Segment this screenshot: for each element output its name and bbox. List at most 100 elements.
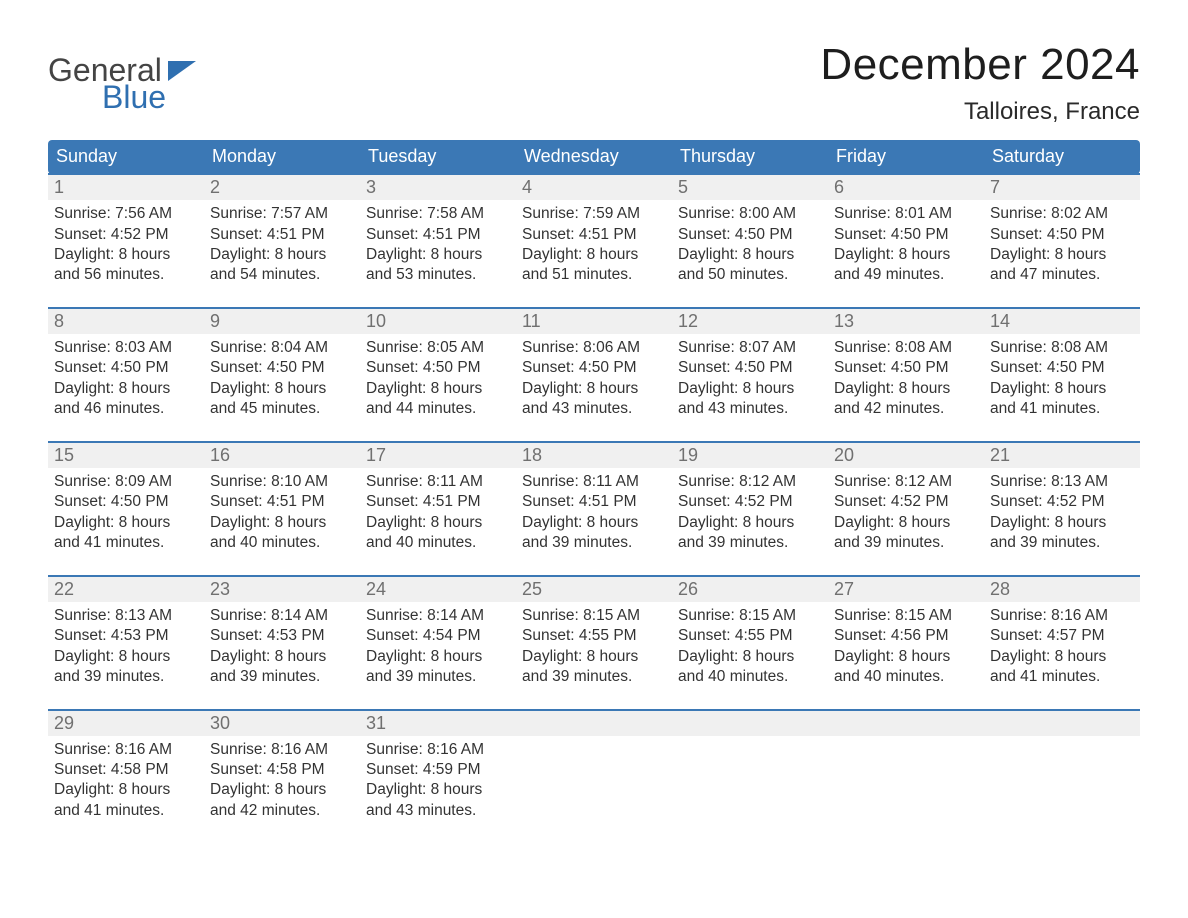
- daylight-text: and 47 minutes.: [990, 265, 1134, 285]
- day-cell: Sunrise: 8:08 AMSunset: 4:50 PMDaylight:…: [984, 334, 1140, 442]
- daylight-text: Daylight: 8 hours: [678, 379, 822, 399]
- sunrise-text: Sunrise: 8:15 AM: [678, 606, 822, 626]
- daylight-text: and 44 minutes.: [366, 399, 510, 419]
- day-number-cell: 1: [48, 174, 204, 200]
- sunrise-text: Sunrise: 8:13 AM: [990, 472, 1134, 492]
- sunset-text: Sunset: 4:51 PM: [210, 492, 354, 512]
- sunset-text: Sunset: 4:52 PM: [678, 492, 822, 512]
- daylight-text: and 40 minutes.: [210, 533, 354, 553]
- sunrise-text: Sunrise: 8:01 AM: [834, 204, 978, 224]
- sunrise-text: Sunrise: 8:02 AM: [990, 204, 1134, 224]
- day-cell: Sunrise: 8:15 AMSunset: 4:55 PMDaylight:…: [516, 602, 672, 710]
- daylight-text: and 40 minutes.: [678, 667, 822, 687]
- daylight-text: and 41 minutes.: [990, 399, 1134, 419]
- daylight-text: Daylight: 8 hours: [54, 780, 198, 800]
- week-daynum-row: 22232425262728: [48, 576, 1140, 602]
- daylight-text: Daylight: 8 hours: [366, 513, 510, 533]
- sunset-text: Sunset: 4:52 PM: [54, 225, 198, 245]
- daylight-text: and 39 minutes.: [834, 533, 978, 553]
- sunset-text: Sunset: 4:52 PM: [990, 492, 1134, 512]
- week-content-row: Sunrise: 8:03 AMSunset: 4:50 PMDaylight:…: [48, 334, 1140, 442]
- sunset-text: Sunset: 4:50 PM: [210, 358, 354, 378]
- daylight-text: Daylight: 8 hours: [366, 780, 510, 800]
- sunrise-text: Sunrise: 8:05 AM: [366, 338, 510, 358]
- day-number-cell: 6: [828, 174, 984, 200]
- daylight-text: Daylight: 8 hours: [522, 245, 666, 265]
- day-number-cell: 16: [204, 442, 360, 468]
- day-number-cell: 9: [204, 308, 360, 334]
- calendar-table: Sunday Monday Tuesday Wednesday Thursday…: [48, 140, 1140, 843]
- daylight-text: Daylight: 8 hours: [210, 245, 354, 265]
- daylight-text: and 39 minutes.: [210, 667, 354, 687]
- sunrise-text: Sunrise: 8:14 AM: [366, 606, 510, 626]
- sunrise-text: Sunrise: 8:06 AM: [522, 338, 666, 358]
- daylight-text: Daylight: 8 hours: [990, 379, 1134, 399]
- sunset-text: Sunset: 4:53 PM: [210, 626, 354, 646]
- week-content-row: Sunrise: 8:13 AMSunset: 4:53 PMDaylight:…: [48, 602, 1140, 710]
- sunrise-text: Sunrise: 8:12 AM: [678, 472, 822, 492]
- sunset-text: Sunset: 4:55 PM: [678, 626, 822, 646]
- daylight-text: and 45 minutes.: [210, 399, 354, 419]
- day-cell: [984, 736, 1140, 843]
- sunset-text: Sunset: 4:50 PM: [834, 358, 978, 378]
- day-cell: Sunrise: 7:57 AMSunset: 4:51 PMDaylight:…: [204, 200, 360, 308]
- daylight-text: and 46 minutes.: [54, 399, 198, 419]
- daylight-text: and 42 minutes.: [210, 801, 354, 821]
- location: Talloires, France: [820, 98, 1140, 126]
- week-daynum-row: 891011121314: [48, 308, 1140, 334]
- day-cell: Sunrise: 8:16 AMSunset: 4:58 PMDaylight:…: [48, 736, 204, 843]
- day-header-row: Sunday Monday Tuesday Wednesday Thursday…: [48, 140, 1140, 174]
- daylight-text: and 39 minutes.: [54, 667, 198, 687]
- header-row: General Blue December 2024 Talloires, Fr…: [48, 40, 1140, 126]
- daylight-text: Daylight: 8 hours: [990, 647, 1134, 667]
- day-cell: Sunrise: 8:13 AMSunset: 4:52 PMDaylight:…: [984, 468, 1140, 576]
- daylight-text: and 41 minutes.: [54, 801, 198, 821]
- sunset-text: Sunset: 4:51 PM: [522, 492, 666, 512]
- daylight-text: and 43 minutes.: [366, 801, 510, 821]
- day-number-cell: 20: [828, 442, 984, 468]
- day-number-cell: 24: [360, 576, 516, 602]
- day-cell: Sunrise: 8:16 AMSunset: 4:57 PMDaylight:…: [984, 602, 1140, 710]
- logo: General Blue: [48, 40, 196, 116]
- day-cell: Sunrise: 7:59 AMSunset: 4:51 PMDaylight:…: [516, 200, 672, 308]
- daylight-text: Daylight: 8 hours: [834, 513, 978, 533]
- month-title: December 2024: [820, 40, 1140, 90]
- day-cell: Sunrise: 8:15 AMSunset: 4:56 PMDaylight:…: [828, 602, 984, 710]
- day-number-cell: 2: [204, 174, 360, 200]
- week-daynum-row: 15161718192021: [48, 442, 1140, 468]
- day-number-cell: 22: [48, 576, 204, 602]
- daylight-text: and 53 minutes.: [366, 265, 510, 285]
- day-cell: Sunrise: 8:04 AMSunset: 4:50 PMDaylight:…: [204, 334, 360, 442]
- day-cell: Sunrise: 8:10 AMSunset: 4:51 PMDaylight:…: [204, 468, 360, 576]
- sunset-text: Sunset: 4:51 PM: [210, 225, 354, 245]
- sunrise-text: Sunrise: 8:08 AM: [834, 338, 978, 358]
- daylight-text: Daylight: 8 hours: [990, 245, 1134, 265]
- day-number-cell: 15: [48, 442, 204, 468]
- sunset-text: Sunset: 4:53 PM: [54, 626, 198, 646]
- sunrise-text: Sunrise: 7:59 AM: [522, 204, 666, 224]
- day-cell: Sunrise: 8:06 AMSunset: 4:50 PMDaylight:…: [516, 334, 672, 442]
- day-cell: Sunrise: 8:11 AMSunset: 4:51 PMDaylight:…: [516, 468, 672, 576]
- daylight-text: and 43 minutes.: [678, 399, 822, 419]
- daylight-text: Daylight: 8 hours: [54, 647, 198, 667]
- daylight-text: and 51 minutes.: [522, 265, 666, 285]
- sunset-text: Sunset: 4:54 PM: [366, 626, 510, 646]
- week-content-row: Sunrise: 7:56 AMSunset: 4:52 PMDaylight:…: [48, 200, 1140, 308]
- day-number-cell: 27: [828, 576, 984, 602]
- sunset-text: Sunset: 4:52 PM: [834, 492, 978, 512]
- day-number-cell: 21: [984, 442, 1140, 468]
- daylight-text: Daylight: 8 hours: [834, 379, 978, 399]
- sunset-text: Sunset: 4:58 PM: [54, 760, 198, 780]
- day-number-cell: 10: [360, 308, 516, 334]
- sunset-text: Sunset: 4:50 PM: [366, 358, 510, 378]
- daylight-text: and 39 minutes.: [522, 667, 666, 687]
- day-number-cell: 5: [672, 174, 828, 200]
- day-header: Monday: [204, 140, 360, 174]
- week-content-row: Sunrise: 8:09 AMSunset: 4:50 PMDaylight:…: [48, 468, 1140, 576]
- day-cell: Sunrise: 8:13 AMSunset: 4:53 PMDaylight:…: [48, 602, 204, 710]
- day-cell: Sunrise: 8:09 AMSunset: 4:50 PMDaylight:…: [48, 468, 204, 576]
- day-number-cell: [672, 710, 828, 736]
- daylight-text: and 42 minutes.: [834, 399, 978, 419]
- daylight-text: and 54 minutes.: [210, 265, 354, 285]
- day-cell: Sunrise: 8:15 AMSunset: 4:55 PMDaylight:…: [672, 602, 828, 710]
